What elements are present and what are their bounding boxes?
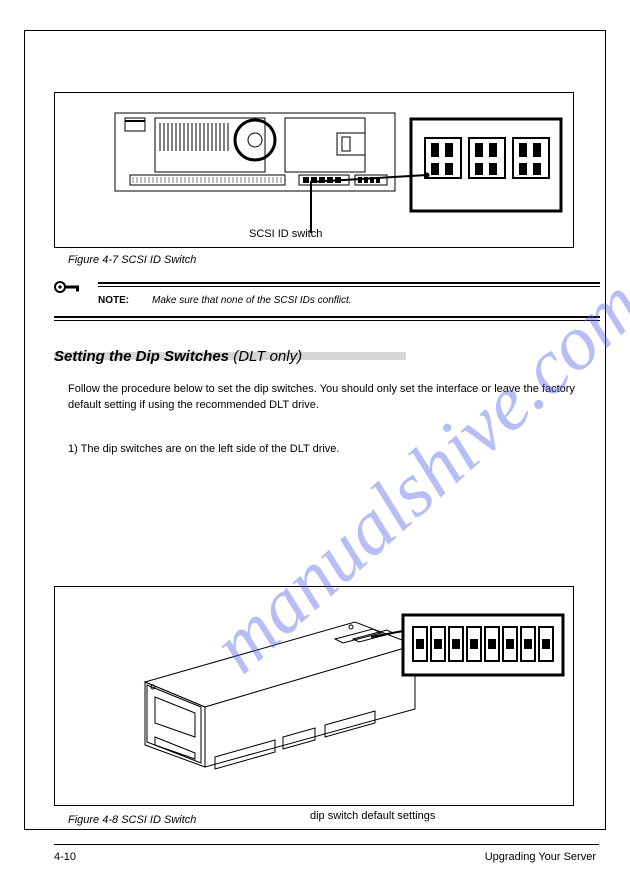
section-p2: 1) The dip switches are on the left side…: [68, 442, 588, 458]
figure-2-frame: [54, 586, 574, 806]
note-top-rule-1: [98, 282, 600, 284]
figure-1-svg: [55, 93, 575, 249]
figure-2-pointer-label: dip switch default settings: [310, 810, 510, 822]
figure-1-frame: [54, 92, 574, 248]
note-top-rule-2: [98, 286, 600, 287]
section-title-alt: (DLT only): [233, 348, 302, 365]
note-label: NOTE:: [98, 294, 129, 309]
figure-1-pointer-label: SCSI ID switch: [249, 228, 322, 240]
section-p1: Follow the procedure below to set the di…: [68, 382, 588, 414]
footer-rule: [54, 844, 599, 845]
figure-1-caption: Figure 4-7 SCSI ID Switch: [68, 254, 196, 266]
note-bot-rule-1: [54, 316, 600, 318]
footer-left: 4-10: [54, 850, 76, 866]
note-text: Make sure that none of the SCSI IDs conf…: [152, 294, 352, 309]
section-title: Setting the Dip Switches (DLT only): [54, 346, 302, 368]
section-title-en: Setting the Dip Switches: [54, 348, 229, 365]
footer-right: Upgrading Your Server: [474, 850, 596, 866]
note-bot-rule-2: [54, 320, 600, 321]
figure-2-svg: [55, 587, 575, 807]
figure-2-caption: Figure 4-8 SCSI ID Switch: [68, 814, 196, 826]
key-icon: [54, 280, 84, 294]
